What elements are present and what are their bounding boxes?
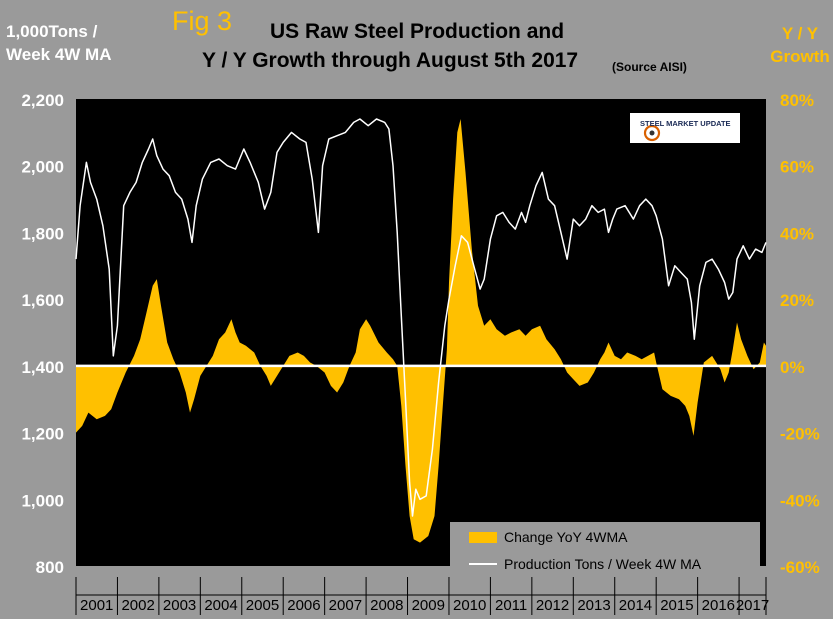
right-tick-label: 0% bbox=[780, 358, 805, 377]
chart-title-line2: Y / Y Growth through August 5th 2017 bbox=[202, 49, 579, 72]
year-label: 2002 bbox=[121, 597, 154, 614]
legend-box bbox=[450, 522, 760, 577]
year-label: 2005 bbox=[246, 597, 279, 614]
year-label: 2008 bbox=[370, 597, 403, 614]
year-label: 2003 bbox=[163, 597, 196, 614]
logo: STEEL MARKET UPDATE bbox=[630, 113, 740, 143]
left-tick-label: 800 bbox=[36, 558, 64, 577]
right-axis-title-line1: Y / Y bbox=[781, 24, 819, 43]
logo-emblem bbox=[643, 124, 661, 142]
year-label: 2009 bbox=[412, 597, 445, 614]
chart-title-line1: US Raw Steel Production and bbox=[270, 20, 565, 43]
year-label: 2004 bbox=[204, 597, 237, 614]
series-area-yoy-change bbox=[76, 119, 766, 543]
right-tick-label: -40% bbox=[780, 491, 820, 510]
year-label: 2001 bbox=[80, 597, 113, 614]
legend-label-line: Production Tons / Week 4W MA bbox=[504, 556, 702, 572]
fig-label: Fig 3 bbox=[172, 6, 233, 36]
legend-label-area: Change YoY 4WMA bbox=[504, 529, 628, 545]
year-label: 2010 bbox=[453, 597, 486, 614]
year-label: 2007 bbox=[329, 597, 362, 614]
left-axis-title-line1: 1,000Tons / bbox=[6, 22, 98, 41]
year-label: 2015 bbox=[660, 597, 693, 614]
left-tick-label: 1,000 bbox=[21, 491, 64, 510]
logo-emblem-center bbox=[649, 130, 655, 136]
legend: Change YoY 4WMA Production Tons / Week 4… bbox=[450, 522, 760, 577]
right-tick-label: 60% bbox=[780, 158, 814, 177]
right-tick-label: -60% bbox=[780, 558, 820, 577]
right-axis-title-line2: Growth bbox=[770, 47, 830, 66]
year-label: 2006 bbox=[287, 597, 320, 614]
series-line-production bbox=[75, 118, 767, 517]
chart-source: (Source AISI) bbox=[612, 60, 687, 74]
left-tick-label: 1,600 bbox=[21, 291, 64, 310]
left-axis-title-line2: Week 4W MA bbox=[6, 45, 112, 64]
logo-text: STEEL MARKET UPDATE bbox=[640, 119, 731, 128]
year-label: 2011 bbox=[495, 597, 527, 614]
right-tick-label: -20% bbox=[780, 425, 820, 444]
year-label: 2013 bbox=[577, 597, 610, 614]
left-tick-label: 1,200 bbox=[21, 425, 64, 444]
left-tick-label: 2,000 bbox=[21, 158, 64, 177]
left-tick-label: 1,800 bbox=[21, 224, 64, 243]
year-axis-band bbox=[76, 577, 766, 615]
legend-swatch-area bbox=[469, 532, 497, 543]
left-tick-label: 2,200 bbox=[21, 91, 64, 110]
left-tick-label: 1,400 bbox=[21, 358, 64, 377]
year-label: 2012 bbox=[536, 597, 569, 614]
right-tick-label: 40% bbox=[780, 224, 814, 243]
year-label: 2017 bbox=[736, 597, 769, 614]
right-tick-label: 80% bbox=[780, 91, 814, 110]
year-label: 2016 bbox=[702, 597, 735, 614]
right-tick-label: 20% bbox=[780, 291, 814, 310]
year-label: 2014 bbox=[619, 597, 652, 614]
